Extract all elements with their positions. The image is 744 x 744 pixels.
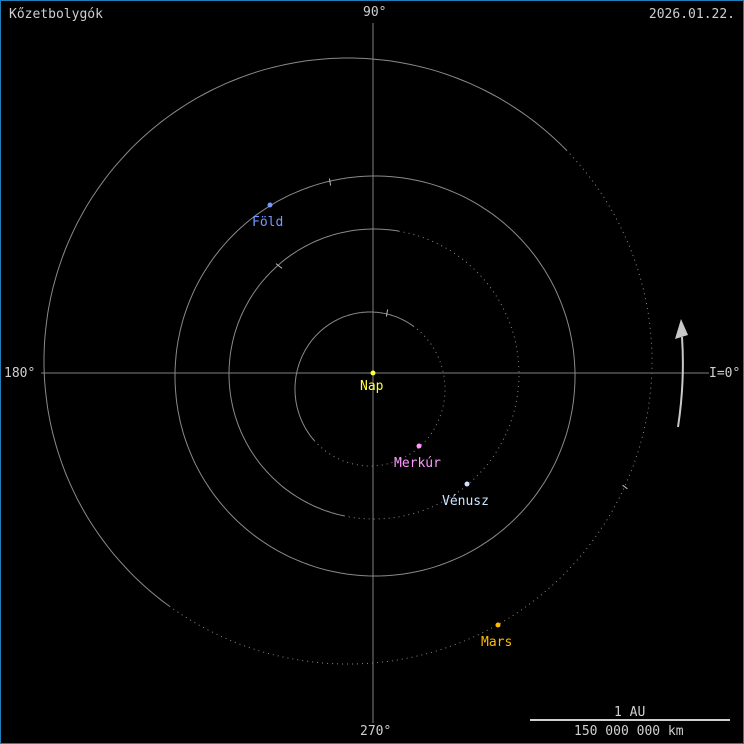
orbit-tick-1 bbox=[275, 263, 283, 269]
orbit-venusz-dotted bbox=[343, 230, 520, 520]
orbit-tick-2 bbox=[328, 178, 332, 186]
scale-top-label: 1 AU bbox=[614, 705, 646, 720]
planet-vénusz bbox=[464, 481, 470, 487]
orbit-tick-3 bbox=[622, 484, 628, 490]
axis-label-270: 270° bbox=[360, 724, 392, 739]
orbit-mars-dotted bbox=[169, 150, 653, 665]
orbit-mars-solid bbox=[43, 57, 568, 607]
orbit-merkur-solid bbox=[294, 311, 415, 441]
label-nap: Nap bbox=[360, 379, 384, 394]
orbit-fold-solid bbox=[174, 175, 576, 577]
direction-arrow-shaft bbox=[677, 336, 684, 428]
planet-mars bbox=[495, 622, 501, 628]
scale-bar bbox=[530, 719, 730, 721]
direction-arrow-head-icon bbox=[675, 319, 688, 339]
label-merkur: Merkúr bbox=[394, 456, 441, 471]
planet-nap bbox=[370, 370, 376, 376]
axis-label-90: 90° bbox=[363, 5, 387, 20]
planet-merkúr bbox=[416, 443, 422, 449]
planet-föld bbox=[267, 202, 273, 208]
axis-label-0: I=0° bbox=[709, 366, 741, 381]
orbit-venusz-solid bbox=[228, 228, 400, 517]
scale-bottom-label: 150 000 000 km bbox=[574, 724, 684, 739]
label-mars: Mars bbox=[481, 635, 513, 650]
label-venusz: Vénusz bbox=[442, 494, 489, 509]
axis-label-180: 180° bbox=[4, 366, 36, 381]
orbit-tick-0 bbox=[385, 309, 389, 317]
diagram-title: Kőzetbolygók bbox=[9, 7, 103, 22]
date-label: 2026.01.22. bbox=[648, 7, 735, 22]
label-fold: Föld bbox=[252, 215, 284, 230]
orbit-merkur-dotted bbox=[313, 326, 446, 467]
